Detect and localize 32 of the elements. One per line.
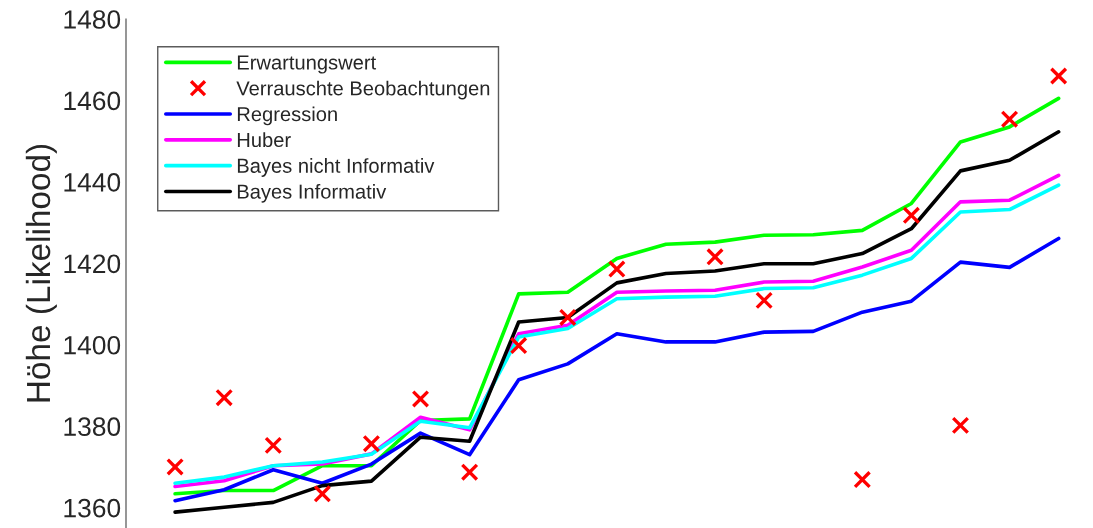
point	[460, 463, 479, 482]
point	[264, 436, 283, 455]
line-series	[173, 236, 1061, 503]
point	[411, 389, 430, 408]
point	[166, 457, 185, 476]
y-tick-label: 1400	[64, 335, 121, 355]
legend-label: Erwartungswert	[237, 55, 377, 74]
point	[755, 291, 774, 310]
point	[558, 308, 577, 327]
legend-label: Bayes Informativ	[237, 183, 387, 203]
point	[509, 336, 528, 355]
point	[607, 260, 626, 278]
y-tick-label: 1440	[64, 173, 121, 192]
y-axis-title: Höhe (Likelihood)	[25, 144, 57, 402]
point	[951, 416, 970, 435]
y-tick-label: 1480	[64, 10, 121, 29]
point	[902, 206, 921, 225]
point	[706, 247, 724, 266]
legend-label: Verrauschte Beobachtungen	[236, 80, 490, 100]
point	[1049, 67, 1068, 85]
point	[215, 388, 234, 407]
y-tick-label: 1420	[64, 254, 121, 274]
point	[313, 484, 332, 503]
legend-label: Bayes nicht Informativ	[237, 158, 435, 177]
point	[853, 470, 872, 489]
point	[362, 434, 381, 453]
y-tick-label: 1360	[64, 498, 121, 518]
legend-label: Huber	[237, 132, 291, 148]
y-tick-label: 1460	[64, 91, 121, 111]
y-tick-label: 1380	[64, 417, 121, 437]
legend-label: Regression	[237, 106, 337, 126]
point	[1000, 110, 1019, 129]
